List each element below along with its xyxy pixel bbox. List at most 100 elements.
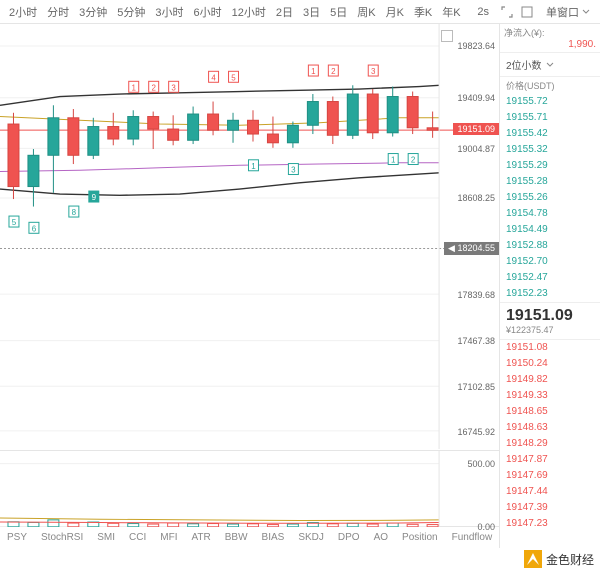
orderbook-row[interactable]: 19147.39 (500, 500, 600, 516)
orderbook-row[interactable]: 19152.47 (500, 270, 600, 286)
current-price-tag: 19151.09 (453, 123, 499, 135)
svg-text:3: 3 (291, 166, 296, 175)
orderbook-row[interactable]: 19148.65 (500, 404, 600, 420)
orderbook-row[interactable]: 19155.26 (500, 190, 600, 206)
timeframe-3日[interactable]: 3日 (298, 7, 325, 19)
subchart-y-tick: 0.00 (477, 522, 495, 532)
y-axis-tick: 19004.87 (457, 144, 495, 154)
y-axis-tick: 18608.25 (457, 193, 495, 203)
indicator-MFI[interactable]: MFI (153, 532, 184, 543)
svg-text:2: 2 (331, 67, 336, 76)
logo-text: 金色财经 (546, 551, 594, 568)
orderbook-row[interactable]: 19155.28 (500, 174, 600, 190)
timeframe-toolbar: 2小时分时3分钟5分钟3小时6小时12小时2日3日5日周K月K季K年K 2s 单… (0, 0, 600, 24)
orderbook-row[interactable]: 19148.29 (500, 436, 600, 452)
svg-text:3: 3 (171, 83, 176, 92)
svg-text:1: 1 (132, 83, 137, 92)
orderbook-row[interactable]: 19155.29 (500, 158, 600, 174)
orderbook-panel: 净流入(¥): 1,990. 2位小数 价格(USDT) 19155.72191… (500, 24, 600, 548)
orderbook-row[interactable]: 19155.72 (500, 94, 600, 110)
y-axis-tick: 19409.94 (457, 93, 495, 103)
indicator-SMI[interactable]: SMI (90, 532, 122, 543)
svg-text:2: 2 (151, 83, 156, 92)
timeframe-5日[interactable]: 5日 (325, 7, 352, 19)
orderbook-row[interactable]: 19149.82 (500, 372, 600, 388)
ask-list: 19155.7219155.7119155.4219155.3219155.29… (500, 94, 600, 302)
y-axis-tick: 16745.92 (457, 427, 495, 437)
timeframe-周K[interactable]: 周K (352, 7, 380, 19)
indicator-AO[interactable]: AO (367, 532, 395, 543)
svg-text:1: 1 (311, 67, 316, 76)
orderbook-row[interactable]: 19151.08 (500, 340, 600, 356)
indicator-Position[interactable]: Position (395, 532, 445, 543)
indicator-BIAS[interactable]: BIAS (255, 532, 292, 543)
timeframe-12小时[interactable]: 12小时 (227, 7, 271, 19)
orderbook-row[interactable]: 19155.32 (500, 142, 600, 158)
orderbook-row[interactable]: 19148.63 (500, 420, 600, 436)
timeframe-年K[interactable]: 年K (437, 7, 465, 19)
indicator-PSY[interactable]: PSY (0, 532, 34, 543)
expand-icon[interactable] (500, 5, 514, 19)
indicator-StochRSI[interactable]: StochRSI (34, 532, 90, 543)
indicator-SKDJ[interactable]: SKDJ (291, 532, 331, 543)
y-axis-tick: 17102.85 (457, 382, 495, 392)
indicator-DPO[interactable]: DPO (331, 532, 367, 543)
orderbook-row[interactable]: 19154.78 (500, 206, 600, 222)
orderbook-row[interactable]: 19154.49 (500, 222, 600, 238)
net-inflow-row: 净流入(¥): 1,990. (500, 24, 600, 53)
window-mode-label: 单窗口 (546, 4, 579, 20)
net-inflow-value: 1,990. (504, 39, 596, 50)
orderbook-row[interactable]: 19155.71 (500, 110, 600, 126)
last-price: 19151.09 (506, 307, 594, 325)
indicator-Fundflow[interactable]: Fundflow (445, 532, 499, 543)
last-price-block: 19151.09 ¥122375.47 (500, 302, 600, 340)
orderbook-row[interactable]: 19152.23 (500, 286, 600, 302)
refresh-speed[interactable]: 2s (472, 6, 494, 18)
orderbook-row[interactable]: 19150.24 (500, 356, 600, 372)
timeframe-2小时[interactable]: 2小时 (4, 7, 42, 19)
orderbook-row[interactable]: 19149.33 (500, 388, 600, 404)
decimals-dropdown[interactable]: 2位小数 (500, 53, 600, 77)
svg-text:9: 9 (92, 193, 97, 202)
orderbook-row[interactable]: 19152.70 (500, 254, 600, 270)
orderbook-row[interactable]: 19152.88 (500, 238, 600, 254)
svg-text:4: 4 (211, 73, 216, 82)
brand-logo: 金色财经 (524, 550, 594, 568)
bid-list: 19151.0819150.2419149.8219149.3319148.65… (500, 340, 600, 548)
orderbook-row[interactable]: 19147.44 (500, 484, 600, 500)
svg-text:5: 5 (231, 73, 236, 82)
timeframe-3小时[interactable]: 3小时 (150, 7, 188, 19)
timeframe-2日[interactable]: 2日 (271, 7, 298, 19)
y-axis-tick: 17467.38 (457, 336, 495, 346)
indicator-ATR[interactable]: ATR (185, 532, 218, 543)
svg-text:1: 1 (251, 162, 256, 171)
timeframe-3分钟[interactable]: 3分钟 (74, 7, 112, 19)
svg-text:5: 5 (12, 218, 17, 227)
y-axis-tick: 17839.68 (457, 290, 495, 300)
volume-subchart[interactable]: 500.000.00 (0, 450, 499, 526)
svg-text:6: 6 (32, 224, 37, 233)
orderbook-row[interactable]: 19155.42 (500, 126, 600, 142)
fullscreen-icon[interactable] (520, 5, 534, 19)
orderbook-row[interactable]: 19147.87 (500, 452, 600, 468)
main-candlestick-chart[interactable]: 1234512356891312 19823.6419409.9419004.8… (0, 24, 499, 450)
svg-text:1: 1 (391, 156, 396, 165)
crosshair-price-tag: ◀ 18204.55 (444, 242, 499, 255)
timeframe-6小时[interactable]: 6小时 (189, 7, 227, 19)
timeframe-分时[interactable]: 分时 (42, 7, 74, 19)
svg-text:3: 3 (371, 67, 376, 76)
indicator-BBW[interactable]: BBW (218, 532, 255, 543)
last-price-cny: ¥122375.47 (506, 325, 594, 335)
price-column-header: 价格(USDT) (500, 77, 600, 94)
logo-icon (524, 550, 542, 568)
indicator-selector-bar: PSYStochRSISMICCIMFIATRBBWBIASSKDJDPOAOP… (0, 526, 499, 548)
y-axis-tick: 19823.64 (457, 41, 495, 51)
timeframe-5分钟[interactable]: 5分钟 (112, 7, 150, 19)
timeframe-月K[interactable]: 月K (381, 7, 409, 19)
orderbook-row[interactable]: 19147.23 (500, 516, 600, 532)
indicator-CCI[interactable]: CCI (122, 532, 153, 543)
timeframe-季K[interactable]: 季K (409, 7, 437, 19)
svg-text:2: 2 (411, 156, 416, 165)
window-mode-dropdown[interactable]: 单窗口 (540, 4, 596, 20)
orderbook-row[interactable]: 19147.69 (500, 468, 600, 484)
